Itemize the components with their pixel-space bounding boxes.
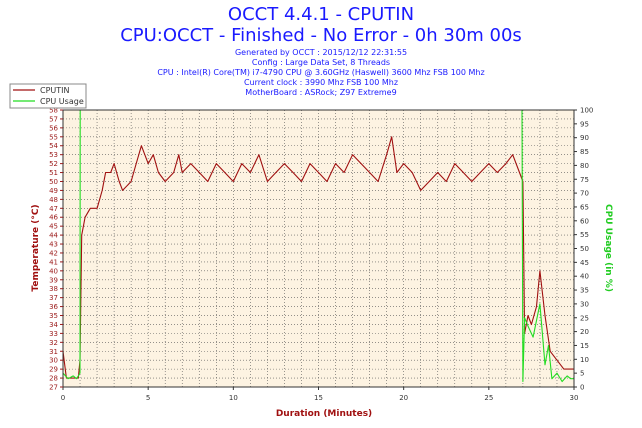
y-left-tick-label: 36 (49, 303, 58, 311)
y-right-tick-label: 20 (580, 328, 589, 336)
y-left-tick-label: 51 (49, 169, 58, 177)
y-left-tick-label: 32 (49, 339, 58, 347)
legend: CPUTIN CPU Usage (9, 83, 87, 109)
y-left-tick-label: 53 (49, 151, 58, 159)
y-left-tick-label: 27 (49, 384, 58, 392)
info-line-cpu: CPU : Intel(R) Core(TM) i7-4790 CPU @ 3.… (157, 68, 485, 77)
y-right-tick-label: 5 (580, 370, 584, 378)
legend-label-cputin: CPUTIN (40, 86, 70, 95)
y-right-tick-label: 25 (580, 314, 589, 322)
series-line-cputin (62, 136, 574, 379)
y-right-tick-label: 50 (580, 245, 589, 253)
info-line-config: Config : Large Data Set, 8 Threads (251, 58, 391, 67)
y-left-tick-label: 41 (49, 258, 58, 266)
y-right-tick-label: 15 (580, 342, 589, 350)
y-left-tick-label: 40 (49, 267, 58, 275)
y-right-tick-label: 100 (580, 107, 593, 115)
y-left-tick-label: 39 (49, 276, 58, 284)
y-left-tick-label: 52 (49, 160, 58, 168)
y-left-tick-label: 57 (49, 115, 58, 123)
y-left-tick-label: 31 (49, 348, 58, 356)
y-left-tick-label: 56 (49, 124, 58, 132)
y-left-tick-label: 44 (49, 232, 58, 240)
chart-title: OCCT 4.4.1 - CPUTIN (227, 4, 415, 25)
y-left-tick-label: 38 (49, 285, 58, 293)
info-line-generated: Generated by OCCT : 2015/12/12 22:31:55 (234, 48, 408, 57)
y-left-tick-label: 29 (49, 366, 58, 374)
y-right-tick-label: 90 (580, 134, 589, 142)
grid-lines (63, 110, 574, 387)
y-right-tick-label: 65 (580, 203, 589, 211)
y-right-tick-label: 80 (580, 162, 589, 170)
y-right-tick-label: 0 (580, 384, 584, 392)
y-right-tick-label: 60 (580, 217, 589, 225)
x-tick-label: 0 (61, 394, 65, 402)
legend-label-cpu-usage: CPU Usage (40, 97, 84, 106)
y-left-tick-label: 30 (49, 357, 58, 365)
legend-box (9, 83, 87, 109)
axes: 0 5 10 15 20 25 302728293031323334353637383940… (49, 107, 593, 403)
x-tick-label: 10 (229, 394, 238, 402)
info-line-motherboard: MotherBoard : ASRock; Z97 Extreme9 (245, 88, 397, 97)
x-axis-label: Duration (Minutes) (276, 409, 372, 419)
y-right-tick-label: 45 (580, 259, 589, 267)
y-left-tick-label: 28 (49, 375, 58, 383)
y-right-tick-label: 35 (580, 287, 589, 295)
y-left-tick-label: 48 (49, 196, 58, 204)
y-right-tick-label: 55 (580, 231, 589, 239)
y-right-tick-label: 95 (580, 120, 589, 128)
y-left-tick-label: 47 (49, 205, 58, 213)
y-left-tick-label: 49 (49, 187, 58, 195)
y-right-tick-label: 70 (580, 190, 589, 198)
x-tick-label: 5 (146, 394, 150, 402)
y-left-tick-label: 35 (49, 312, 58, 320)
chart-subtitle: CPU:OCCT - Finished - No Error - 0h 30m … (120, 25, 522, 46)
x-tick-label: 15 (314, 394, 323, 402)
y-left-tick-label: 46 (49, 214, 58, 222)
y-left-tick-label: 34 (49, 321, 58, 329)
y-left-tick-label: 54 (49, 142, 58, 150)
x-tick-label: 30 (570, 394, 579, 402)
y-left-tick-label: 58 (49, 107, 58, 115)
x-tick-label: 25 (484, 394, 493, 402)
y-left-tick-label: 43 (49, 241, 58, 249)
x-tick-label: 20 (399, 394, 408, 402)
series-layer (62, 109, 574, 383)
y-right-tick-label: 30 (580, 300, 589, 308)
y-right-tick-label: 40 (580, 273, 589, 281)
y-left-tick-label: 55 (49, 133, 58, 141)
y-left-tick-label: 50 (49, 178, 58, 186)
y-right-tick-label: 10 (580, 356, 589, 364)
series-line-cpu-usage (62, 109, 574, 383)
info-line-clock: Current clock : 3990 Mhz FSB 100 Mhz (243, 78, 399, 87)
y-left-tick-label: 42 (49, 249, 58, 257)
y-left-tick-label: 33 (49, 330, 58, 338)
y-axis-right-label: CPU Usage (in %) (603, 204, 613, 292)
y-right-tick-label: 75 (580, 176, 589, 184)
y-axis-left-label: Temperature (°C) (31, 204, 41, 291)
y-left-tick-label: 37 (49, 294, 58, 302)
y-left-tick-label: 45 (49, 223, 58, 231)
y-right-tick-label: 85 (580, 148, 589, 156)
